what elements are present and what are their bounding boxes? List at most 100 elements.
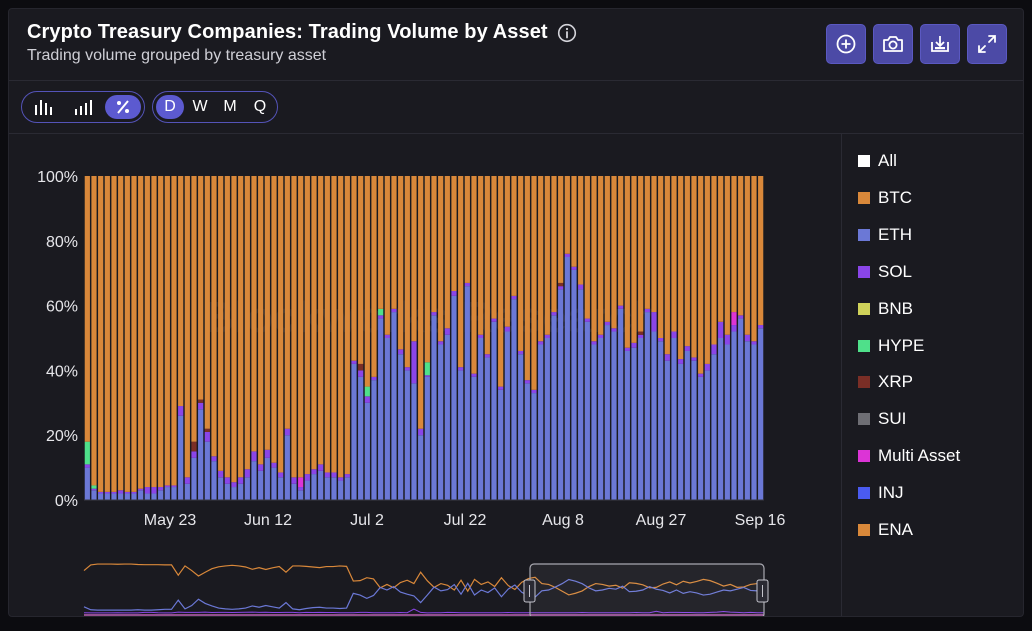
bar-segment-hype — [84, 441, 90, 465]
bar-segment-sol — [258, 464, 264, 471]
bar-segment-eth — [671, 338, 677, 500]
bar-segment-btc — [744, 176, 750, 335]
bar-segment-sol — [691, 357, 697, 361]
bar-segment-btc — [738, 176, 744, 316]
navigator-selection — [529, 563, 765, 616]
fullscreen-button[interactable] — [967, 24, 1007, 64]
legend-item-all[interactable]: All — [858, 151, 897, 171]
legend-label: BNB — [878, 298, 913, 318]
x-tick-label: Sep 16 — [735, 512, 786, 529]
bar-segment-btc — [551, 176, 557, 313]
bar-segment-btc — [204, 176, 210, 429]
legend-item-inj[interactable]: INJ — [858, 483, 904, 503]
screenshot-button[interactable] — [873, 24, 913, 64]
bar-segment-btc — [704, 176, 710, 364]
legend-item-xrp[interactable]: XRP — [858, 372, 913, 392]
bar-segment-btc — [164, 176, 170, 486]
bar-segment-btc — [378, 176, 384, 309]
bar-segment-eth — [211, 461, 217, 500]
legend-item-sol[interactable]: SOL — [858, 262, 912, 282]
bar-segment-sol — [318, 464, 324, 471]
bar-segment-btc — [251, 176, 257, 452]
bar-segment-btc — [671, 176, 677, 332]
bar-segment-sol — [438, 341, 444, 345]
bar-segment-eth — [618, 308, 624, 500]
interval-selector: D W M Q — [152, 91, 278, 123]
bar-segment-eth — [578, 289, 584, 500]
bar-segment-sol — [504, 326, 510, 332]
bar-segment-btc — [218, 176, 224, 471]
bar-segment-btc — [758, 176, 764, 326]
bar-segment-btc — [484, 176, 490, 355]
y-tick-label: 80% — [46, 234, 78, 251]
bar-segment-sol — [498, 386, 504, 390]
bar-segment-sol — [358, 370, 364, 377]
legend: All BTC ETH SOL BNB HYPE XRP SUI Multi Asset INJ E… — [841, 134, 1023, 616]
bar-segment-sol — [331, 472, 337, 478]
interval-month-button[interactable]: M — [223, 98, 237, 115]
add-button[interactable] — [826, 24, 866, 64]
bar-segment-sol — [638, 334, 644, 338]
bar-segment-sol — [351, 360, 357, 364]
bar-segment-btc — [338, 176, 344, 478]
bar-segment-hype — [364, 386, 370, 397]
interval-quarter-button[interactable]: Q — [253, 98, 267, 115]
title-row: Crypto Treasury Companies: Trading Volum… — [27, 21, 577, 44]
bar-segment-sol — [624, 347, 630, 351]
bar-segment-btc — [264, 176, 270, 450]
interval-week-button[interactable]: W — [192, 98, 208, 115]
legend-item-multi-asset[interactable]: Multi Asset — [858, 446, 960, 466]
bar-segment-sol — [718, 321, 724, 338]
legend-item-ena[interactable]: ENA — [858, 520, 913, 540]
navigator-btc-line — [83, 563, 765, 596]
camera-icon — [883, 36, 903, 52]
bar-segment-eth — [371, 380, 377, 500]
bar-segment-sol — [238, 477, 244, 484]
legend-label: HYPE — [878, 335, 925, 355]
legend-item-bnb[interactable]: BNB — [858, 299, 913, 319]
bar-segment-xrp — [558, 282, 564, 287]
legend-item-eth[interactable]: ETH — [858, 225, 912, 245]
bar-segment-sol — [724, 334, 730, 345]
bar-segment-btc — [131, 176, 137, 492]
stepped-bar-mode-button[interactable] — [65, 95, 103, 119]
interval-day-button[interactable]: D — [156, 95, 184, 119]
bar-segment-sol — [571, 266, 577, 270]
bar-segment-eth — [718, 338, 724, 500]
bar-segment-sol — [91, 488, 97, 491]
legend-item-hype[interactable]: HYPE — [858, 336, 924, 356]
bar-segment-btc — [278, 176, 284, 473]
bar-segment-eth — [758, 328, 764, 500]
bar-segment-sol — [251, 451, 257, 462]
percent-mode-button[interactable] — [105, 95, 141, 119]
bar-segment-sol — [584, 318, 590, 322]
x-tick-label: Jul 2 — [350, 512, 384, 529]
y-tick-label: 60% — [46, 299, 78, 316]
x-tick-label: Aug 27 — [636, 512, 687, 529]
bar-segment-btc — [584, 176, 590, 319]
download-icon — [931, 36, 949, 52]
chart-mode-selector — [21, 91, 145, 123]
bar-mode-button[interactable] — [25, 95, 63, 119]
info-icon[interactable] — [557, 23, 577, 43]
bar-segment-eth — [411, 383, 417, 500]
legend-item-sui[interactable]: SUI — [858, 409, 906, 429]
bar-segment-hype — [378, 308, 384, 316]
bar-segment-eth — [184, 483, 190, 500]
legend-item-btc[interactable]: BTC — [858, 188, 912, 208]
bar-segment-eth — [358, 376, 364, 500]
bar-segment-btc — [231, 176, 237, 483]
bar-segment-eth — [278, 477, 284, 500]
bar-segment-sol — [611, 328, 617, 332]
bar-segment-eth — [511, 299, 517, 500]
chart-header: Crypto Treasury Companies: Trading Volum… — [9, 9, 1023, 81]
bar-segment-btc — [284, 176, 290, 429]
bar-segment-eth — [711, 354, 717, 500]
bar-segment-sol — [378, 315, 384, 319]
download-button[interactable] — [920, 24, 960, 64]
bar-segment-sol — [604, 321, 610, 326]
legend-swatch — [858, 228, 870, 241]
bar-segment-sol — [444, 328, 450, 335]
percent-icon — [117, 100, 129, 114]
legend-label: ETH — [878, 224, 912, 244]
